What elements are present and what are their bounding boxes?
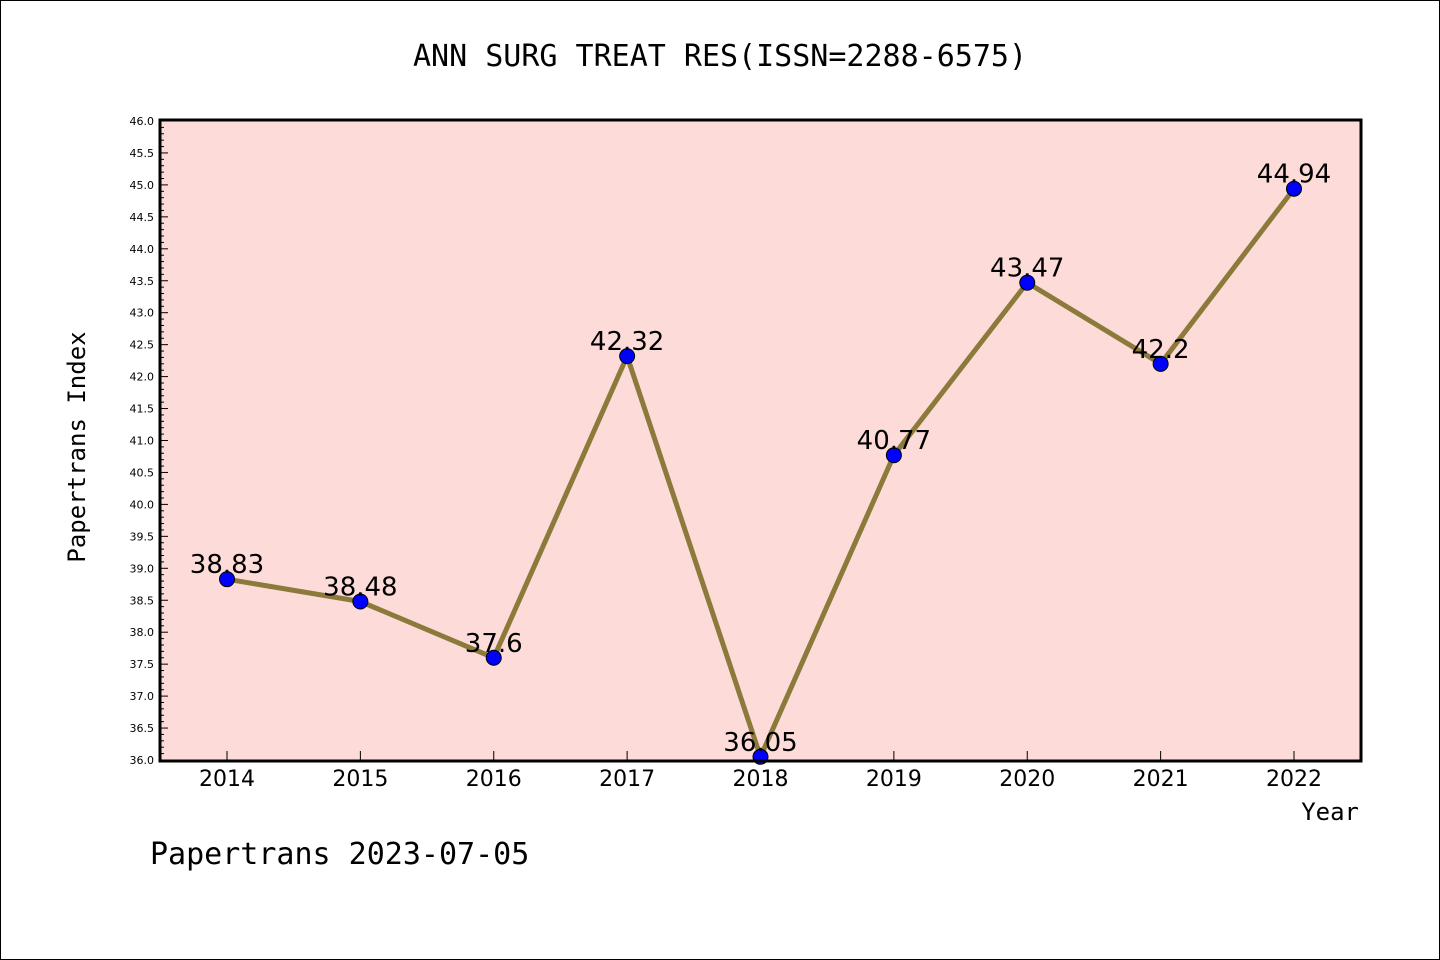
data-label: 37.6 <box>465 629 523 659</box>
x-tick-label: 2022 <box>1266 767 1322 792</box>
data-label: 44.94 <box>1257 160 1331 190</box>
x-tick-label: 2018 <box>733 767 789 792</box>
data-label: 38.48 <box>323 573 397 603</box>
y-tick-label: 42.0 <box>130 371 155 384</box>
y-tick-label: 43.5 <box>130 275 155 288</box>
y-tick-label: 40.0 <box>130 498 155 511</box>
x-tick-label: 2015 <box>332 767 388 792</box>
y-tick-label: 44.5 <box>130 211 155 224</box>
data-label: 40.77 <box>857 426 931 456</box>
y-tick-label: 45.5 <box>130 147 155 160</box>
y-tick-label: 37.0 <box>130 690 155 703</box>
data-point <box>885 447 902 464</box>
y-tick-label: 39.5 <box>130 530 155 543</box>
y-tick-label: 38.0 <box>130 626 155 639</box>
x-tick-label: 2020 <box>999 767 1055 792</box>
data-point <box>1019 274 1036 291</box>
y-tick-label: 39.0 <box>130 562 155 575</box>
y-tick-label: 38.5 <box>130 594 155 607</box>
y-tick-label: 41.0 <box>130 435 155 448</box>
data-point <box>1152 355 1169 372</box>
y-tick-label: 36.5 <box>130 722 155 735</box>
x-tick-label: 2021 <box>1133 767 1189 792</box>
y-tick-label: 42.5 <box>130 339 155 352</box>
data-point <box>1286 180 1302 197</box>
data-point <box>352 593 369 610</box>
y-tick-label: 37.5 <box>130 658 155 671</box>
data-label: 38.83 <box>190 550 264 580</box>
y-tick-label: 46.0 <box>130 115 155 128</box>
x-tick-label: 2014 <box>199 767 255 792</box>
x-axis-title: Year <box>1301 798 1359 826</box>
data-point <box>219 571 235 588</box>
data-label: 36.05 <box>723 728 797 758</box>
data-point <box>619 348 636 365</box>
footer-text: Papertrans 2023-07-05 <box>150 837 529 872</box>
data-label: 42.32 <box>590 327 664 357</box>
y-tick-label: 44.0 <box>130 243 155 256</box>
series-line-group: 38.83 38.48 37.6 42.32 36.05 40.77 43.47 42.2 44… <box>190 160 1331 765</box>
y-tick-label: 45.0 <box>130 179 155 192</box>
data-label: 43.47 <box>990 254 1064 284</box>
y-tick-label: 43.0 <box>130 307 155 320</box>
x-tick-label: 2017 <box>599 767 655 792</box>
y-axis-title: Papertrans Index <box>63 331 91 562</box>
plot-area <box>160 120 1361 761</box>
plot-border <box>158 118 1363 763</box>
data-label: 42.2 <box>1132 335 1190 365</box>
y-tick-label: 36.0 <box>130 754 155 767</box>
x-tick-label: 2019 <box>866 767 922 792</box>
chart-title: ANN SURG TREAT RES(ISSN=2288-6575) <box>413 39 1027 74</box>
x-tick-label: 2016 <box>466 767 522 792</box>
y-tick-label: 40.5 <box>130 466 155 479</box>
data-point <box>485 649 502 666</box>
y-tick-label: 41.5 <box>130 403 155 416</box>
